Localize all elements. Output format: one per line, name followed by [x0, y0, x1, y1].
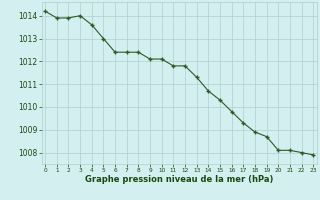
X-axis label: Graphe pression niveau de la mer (hPa): Graphe pression niveau de la mer (hPa)	[85, 175, 273, 184]
